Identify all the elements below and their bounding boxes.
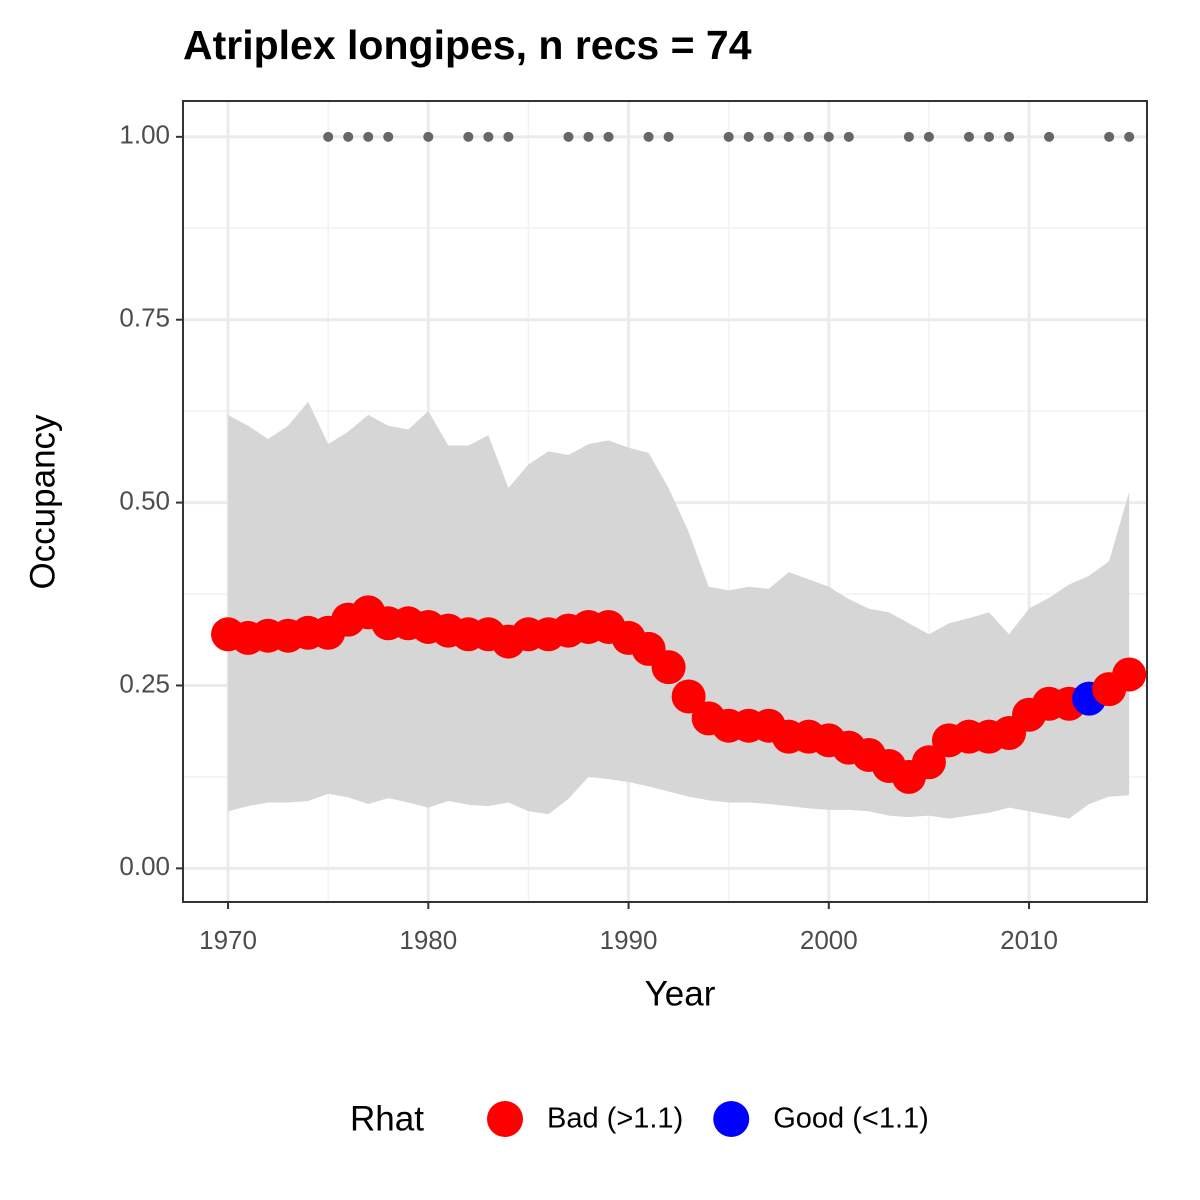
- record-point: [1104, 131, 1115, 142]
- record-point: [423, 131, 434, 142]
- y-tick-label: 0.00: [119, 851, 170, 881]
- record-point: [503, 131, 514, 142]
- record-point: [483, 131, 494, 142]
- record-point: [323, 131, 334, 142]
- record-point: [1124, 131, 1135, 142]
- panel-border: [182, 100, 1148, 903]
- occupancy-point: [911, 745, 946, 780]
- legend-label: Bad (>1.1): [547, 1103, 683, 1135]
- legend-label: Good (<1.1): [773, 1103, 929, 1135]
- record-point: [1044, 131, 1055, 142]
- record-point: [903, 131, 914, 142]
- record-point: [463, 131, 474, 142]
- y-tick-label: 0.25: [119, 668, 170, 698]
- record-point: [923, 131, 934, 142]
- x-tick-label: 1990: [600, 925, 658, 955]
- legend-key: [487, 1101, 523, 1137]
- record-point: [763, 131, 774, 142]
- record-point: [643, 131, 654, 142]
- occupancy-point: [651, 650, 686, 685]
- x-axis-title: Year: [645, 974, 716, 1013]
- record-point: [984, 131, 995, 142]
- record-point: [563, 131, 574, 142]
- x-tick-label: 2000: [800, 925, 858, 955]
- y-tick-label: 0.75: [119, 303, 170, 333]
- legend-key: [713, 1101, 750, 1137]
- record-point: [963, 131, 974, 142]
- record-point: [383, 131, 394, 142]
- record-point: [343, 131, 354, 142]
- record-point: [583, 131, 594, 142]
- record-point: [783, 131, 794, 142]
- record-point: [743, 131, 754, 142]
- chart-title: Atriplex longipes, n recs = 74: [183, 22, 752, 68]
- y-tick-label: 0.50: [119, 485, 170, 515]
- record-point: [363, 131, 374, 142]
- y-tick-label: 1.00: [119, 120, 170, 150]
- record-point: [663, 131, 674, 142]
- y-axis-title: Occupancy: [23, 414, 62, 590]
- occupancy-point: [671, 679, 706, 714]
- record-point: [803, 131, 814, 142]
- credible-ribbon: [228, 401, 1130, 819]
- record-point: [723, 131, 734, 142]
- record-point: [823, 131, 834, 142]
- record-point: [1004, 131, 1015, 142]
- record-point: [603, 131, 614, 142]
- record-point: [843, 131, 854, 142]
- occupancy-point: [1112, 657, 1147, 692]
- x-tick-label: 1970: [199, 925, 257, 955]
- x-tick-label: 2010: [1000, 925, 1058, 955]
- x-tick-label: 1980: [399, 925, 457, 955]
- legend-title: Rhat: [350, 1099, 424, 1138]
